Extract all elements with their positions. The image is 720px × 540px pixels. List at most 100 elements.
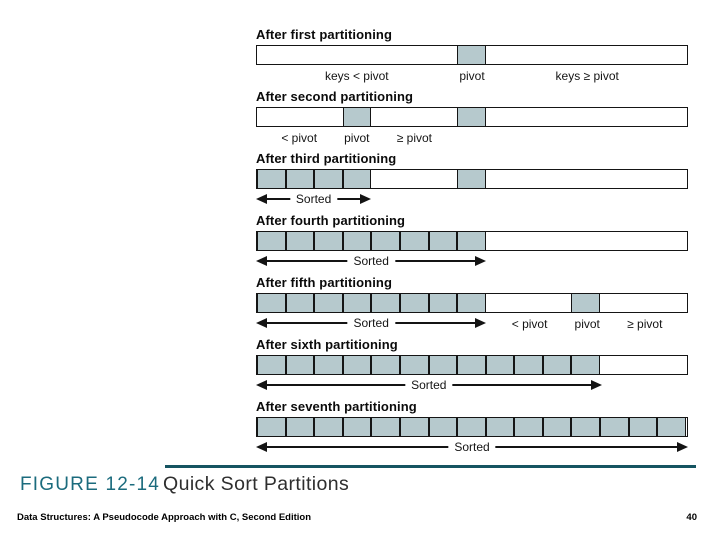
array-cell [314, 356, 343, 374]
array-cell [314, 294, 343, 312]
sorted-arrow: Sorted [256, 440, 688, 454]
partition-bar-4 [256, 231, 688, 251]
partition-bar-3 [256, 169, 688, 189]
section-heading-2: After second partitioning [256, 89, 414, 104]
array-cell [399, 294, 429, 312]
array-cell [428, 232, 458, 250]
partition-bar-1 [256, 45, 688, 65]
right-arrowhead-icon [475, 318, 487, 328]
section-heading-4: After fourth partitioning [256, 213, 406, 228]
array-cell [399, 418, 429, 436]
partition-bar-2 [256, 107, 688, 127]
figure-label: FIGURE 12-14 [20, 474, 161, 495]
array-cell [257, 170, 286, 188]
array-cell [542, 418, 572, 436]
array-cell [257, 356, 286, 374]
right-arrowhead-icon [475, 256, 487, 266]
array-cell [457, 46, 486, 64]
sorted-arrow: Sorted [256, 378, 602, 392]
array-cell [571, 356, 601, 374]
sorted-arrow-label: Sorted [289, 192, 338, 206]
array-cell [342, 294, 372, 312]
array-cell [428, 418, 458, 436]
section-heading-7: After seventh partitioning [256, 399, 417, 414]
array-cell [457, 108, 486, 126]
array-cell [257, 418, 286, 436]
region-label: ≥ pivot [396, 131, 433, 145]
array-cell [314, 170, 343, 188]
array-cell [399, 232, 429, 250]
section-heading-5: After fifth partitioning [256, 275, 392, 290]
region-label: ≥ pivot [627, 317, 663, 331]
array-cell [399, 356, 429, 374]
left-arrowhead-icon [256, 318, 267, 328]
footer-book-title: Data Structures: A Pseudocode Approach w… [17, 512, 312, 523]
right-arrowhead-icon [590, 380, 602, 390]
array-cell [657, 418, 686, 436]
figure-title: Quick Sort Partitions [163, 473, 350, 495]
array-cell [342, 108, 372, 126]
sorted-arrow: Sorted [256, 192, 372, 206]
left-arrowhead-icon [256, 256, 267, 266]
region-label: pivot [344, 131, 370, 145]
array-cell [457, 356, 486, 374]
sorted-arrow: Sorted [256, 316, 487, 330]
array-cell [342, 418, 372, 436]
section-heading-1: After first partitioning [256, 27, 393, 42]
caption-rule [165, 465, 696, 468]
array-cell [485, 356, 515, 374]
left-arrowhead-icon [256, 194, 267, 204]
array-cell [285, 232, 315, 250]
right-arrowhead-icon [360, 194, 372, 204]
array-cell [457, 232, 486, 250]
array-cell [542, 356, 572, 374]
sorted-arrow-label: Sorted [347, 316, 395, 330]
array-cell [314, 418, 343, 436]
array-cell [314, 232, 343, 250]
array-cell [457, 418, 486, 436]
region-label: pivot [459, 69, 485, 83]
array-cell [514, 356, 543, 374]
array-cell [457, 294, 486, 312]
array-cell [371, 418, 400, 436]
array-cell [342, 170, 372, 188]
array-cell [342, 232, 372, 250]
sorted-arrow-label: Sorted [347, 254, 395, 268]
partition-bar-7 [256, 417, 688, 437]
array-cell [285, 170, 315, 188]
array-cell [428, 294, 458, 312]
region-label: pivot [574, 317, 600, 331]
left-arrowhead-icon [256, 442, 267, 452]
sorted-arrow-label: Sorted [448, 440, 496, 454]
array-cell [514, 418, 543, 436]
sorted-arrow: Sorted [256, 254, 487, 268]
array-cell [285, 356, 315, 374]
region-label: keys ≥ pivot [555, 69, 619, 83]
array-cell [457, 170, 486, 188]
array-cell [571, 418, 601, 436]
section-heading-3: After third partitioning [256, 151, 397, 166]
array-cell [257, 294, 286, 312]
array-cell [285, 294, 315, 312]
partition-bar-6 [256, 355, 688, 375]
region-label: keys < pivot [324, 69, 389, 83]
region-label: < pivot [511, 317, 548, 331]
array-cell [285, 418, 315, 436]
array-cell [371, 294, 400, 312]
array-cell [600, 418, 629, 436]
footer-page-number: 40 [686, 512, 697, 523]
region-label: < pivot [281, 131, 318, 145]
array-cell [485, 418, 515, 436]
array-cell [342, 356, 372, 374]
array-cell [371, 356, 400, 374]
right-arrowhead-icon [677, 442, 688, 452]
array-cell [428, 356, 458, 374]
left-arrowhead-icon [256, 380, 267, 390]
sorted-arrow-label: Sorted [405, 378, 453, 392]
section-heading-6: After sixth partitioning [256, 337, 398, 352]
array-cell [257, 232, 286, 250]
partition-bar-5 [256, 293, 688, 313]
array-cell [371, 232, 400, 250]
array-cell [571, 294, 601, 312]
